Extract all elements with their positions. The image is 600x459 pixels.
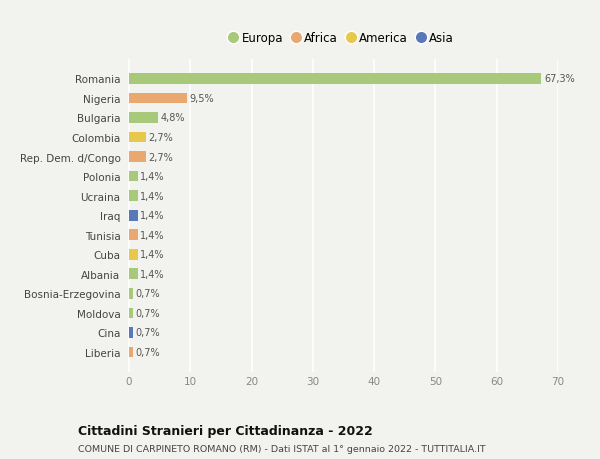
Bar — [129, 191, 137, 202]
Bar — [129, 152, 146, 162]
Text: 1,4%: 1,4% — [140, 250, 164, 260]
Legend: Europa, Africa, America, Asia: Europa, Africa, America, Asia — [226, 28, 458, 48]
Text: 0,7%: 0,7% — [136, 289, 160, 299]
Bar — [129, 347, 133, 358]
Bar — [129, 132, 146, 143]
Bar — [129, 249, 137, 260]
Text: 0,7%: 0,7% — [136, 347, 160, 357]
Text: 0,7%: 0,7% — [136, 308, 160, 318]
Bar — [129, 210, 137, 221]
Text: 1,4%: 1,4% — [140, 191, 164, 201]
Bar — [129, 230, 137, 241]
Bar — [129, 93, 187, 104]
Bar — [129, 171, 137, 182]
Bar — [129, 327, 133, 338]
Text: 67,3%: 67,3% — [544, 74, 575, 84]
Text: 0,7%: 0,7% — [136, 328, 160, 338]
Text: Cittadini Stranieri per Cittadinanza - 2022: Cittadini Stranieri per Cittadinanza - 2… — [78, 425, 373, 437]
Text: 1,4%: 1,4% — [140, 211, 164, 221]
Text: 2,7%: 2,7% — [148, 152, 173, 162]
Bar — [129, 308, 133, 319]
Text: 4,8%: 4,8% — [161, 113, 185, 123]
Bar — [129, 288, 133, 299]
Text: COMUNE DI CARPINETO ROMANO (RM) - Dati ISTAT al 1° gennaio 2022 - TUTTITALIA.IT: COMUNE DI CARPINETO ROMANO (RM) - Dati I… — [78, 444, 485, 453]
Text: 1,4%: 1,4% — [140, 230, 164, 240]
Bar — [129, 74, 541, 84]
Bar — [129, 269, 137, 280]
Text: 1,4%: 1,4% — [140, 172, 164, 182]
Text: 2,7%: 2,7% — [148, 133, 173, 143]
Bar — [129, 113, 158, 123]
Text: 9,5%: 9,5% — [190, 94, 214, 104]
Text: 1,4%: 1,4% — [140, 269, 164, 279]
